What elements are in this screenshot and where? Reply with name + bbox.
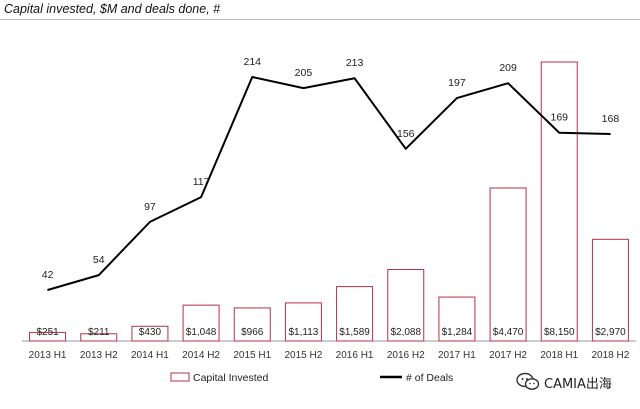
deals-label: 97 <box>144 201 156 213</box>
capital-bar-label: $1,113 <box>288 327 318 338</box>
legend-label-deals: # of Deals <box>406 372 453 384</box>
deals-label: 54 <box>93 254 105 266</box>
deals-label: 169 <box>550 112 568 124</box>
deals-point <box>558 132 560 134</box>
watermark: CAMIA出海 <box>516 372 612 392</box>
legend-label-capital: Capital Invested <box>193 372 268 384</box>
capital-bar-label: $2,970 <box>595 327 626 338</box>
capital-bar-label: $1,048 <box>186 327 217 338</box>
deals-line <box>47 76 611 291</box>
capital-bar-label: $2,088 <box>390 327 421 338</box>
wechat-icon <box>516 372 540 390</box>
x-tick-label: 2014 H1 <box>131 350 169 361</box>
capital-bar-label: $1,284 <box>442 327 473 338</box>
x-tick-label: 2015 H2 <box>285 350 323 361</box>
x-tick-label: 2016 H1 <box>336 350 374 361</box>
capital-bar-label: $4,470 <box>493 327 524 338</box>
x-tick-label: 2017 H2 <box>489 350 527 361</box>
capital-bar <box>80 333 118 342</box>
deals-point <box>405 148 407 150</box>
capital-bar <box>438 296 476 342</box>
capital-bar <box>29 331 67 342</box>
deals-label: 117 <box>193 176 210 188</box>
x-tick-label: 2013 H1 <box>29 350 67 361</box>
capital-bar-label: $1,589 <box>339 327 370 338</box>
capital-bar <box>540 61 578 342</box>
deals-point <box>456 97 458 99</box>
x-tick-label: 2016 H2 <box>387 350 425 361</box>
deals-point <box>354 77 356 79</box>
capital-bar <box>336 286 374 342</box>
capital-bar-label: $8,150 <box>544 327 575 338</box>
x-tick-label: 2015 H1 <box>233 350 271 361</box>
x-tick-label: 2018 H2 <box>592 350 630 361</box>
watermark-text: CAMIA出海 <box>544 376 612 392</box>
x-tick-label: 2013 H2 <box>80 350 118 361</box>
capital-bar-label: $251 <box>36 327 59 338</box>
capital-bar-label: $211 <box>88 327 110 338</box>
deals-point <box>609 133 611 135</box>
capital-bar-label: $430 <box>139 327 162 338</box>
capital-bar <box>387 269 425 342</box>
capital-bar <box>284 302 322 342</box>
capital-bar <box>131 325 169 342</box>
capital-bar <box>489 187 527 342</box>
deals-point <box>200 196 202 198</box>
deals-point <box>251 76 253 78</box>
deals-point <box>507 82 509 84</box>
deals-label: 42 <box>42 269 54 281</box>
capital-bar <box>233 307 271 342</box>
deals-label: 213 <box>346 57 364 69</box>
deals-label: 156 <box>397 128 415 140</box>
title-divider <box>0 19 640 20</box>
deals-point <box>302 87 304 89</box>
capital-bar <box>182 304 220 342</box>
x-tick-label: 2018 H1 <box>540 350 578 361</box>
legend-swatch-capital <box>170 372 190 382</box>
x-tick-label: 2017 H1 <box>438 350 476 361</box>
deals-label: 214 <box>243 56 261 68</box>
deals-label: 209 <box>499 62 517 74</box>
deals-label: 197 <box>448 77 466 89</box>
deals-label: 168 <box>602 113 620 125</box>
deals-label: 205 <box>295 67 313 79</box>
x-tick-label: 2014 H2 <box>182 350 220 361</box>
capital-bar <box>591 238 629 342</box>
capital-bar-label: $966 <box>241 327 264 338</box>
deals-point <box>47 289 49 291</box>
deals-point <box>149 221 151 223</box>
chart-title: Capital invested, $M and deals done, # <box>4 2 221 16</box>
deals-point <box>98 274 100 276</box>
